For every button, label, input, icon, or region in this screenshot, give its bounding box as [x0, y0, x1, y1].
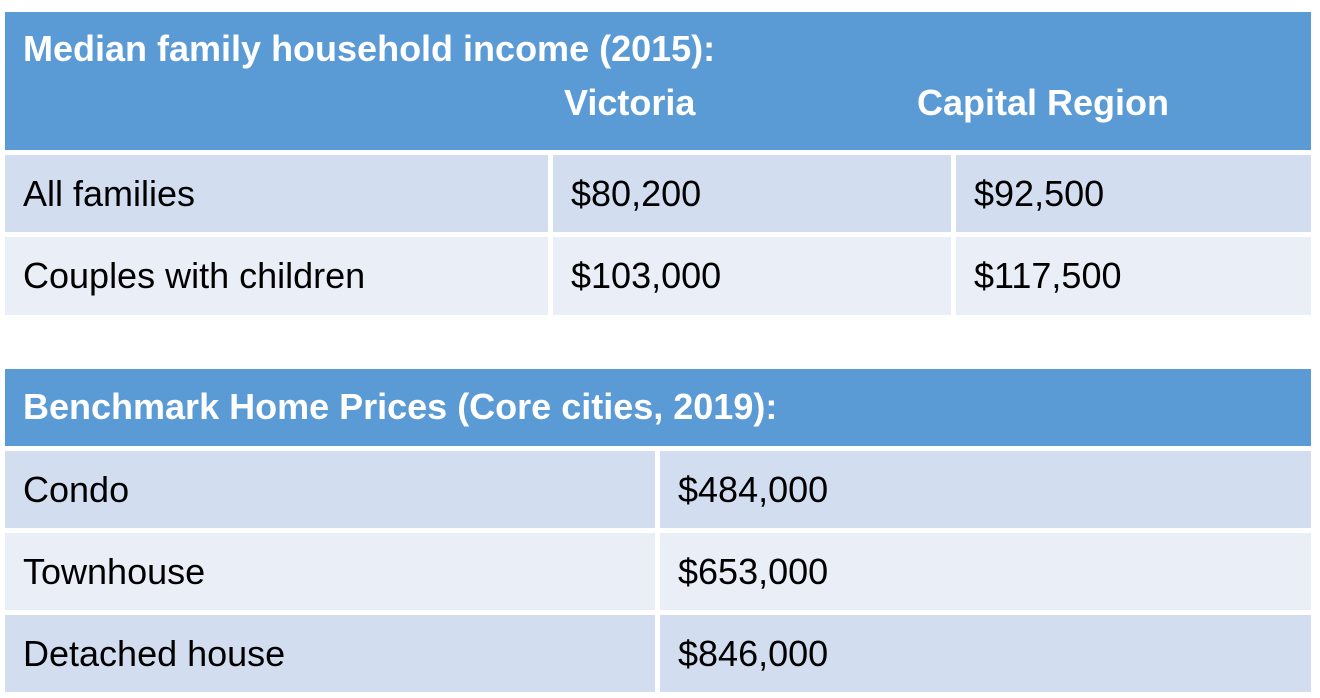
table-row: Condo $484,000 — [5, 451, 1311, 528]
victoria-value: $103,000 — [553, 237, 951, 315]
home-prices-table-title: Benchmark Home Prices (Core cities, 2019… — [23, 386, 778, 427]
price-value: $653,000 — [660, 533, 1311, 610]
price-value: $846,000 — [660, 615, 1311, 692]
column-header-capital-region: Capital Region — [917, 82, 1170, 123]
home-prices-table-header: Benchmark Home Prices (Core cities, 2019… — [5, 369, 1311, 446]
table-row: All families $80,200 $92,500 — [5, 155, 1311, 232]
home-prices-table: Benchmark Home Prices (Core cities, 2019… — [5, 369, 1311, 692]
price-value: $484,000 — [660, 451, 1311, 528]
victoria-value: $80,200 — [553, 155, 951, 232]
income-table: Median family household income (2015): V… — [5, 12, 1311, 315]
row-label: Detached house — [5, 615, 655, 692]
income-table-title: Median family household income (2015): — [23, 28, 716, 69]
capital-region-value: $117,500 — [956, 237, 1311, 315]
capital-region-value: $92,500 — [956, 155, 1311, 232]
row-label: Condo — [5, 451, 655, 528]
income-table-header: Median family household income (2015): V… — [5, 12, 1311, 150]
row-label: Couples with children — [5, 237, 548, 315]
row-label: All families — [5, 155, 548, 232]
row-label: Townhouse — [5, 533, 655, 610]
table-row: Townhouse $653,000 — [5, 533, 1311, 610]
table-row: Detached house $846,000 — [5, 615, 1311, 692]
column-header-victoria: Victoria — [564, 82, 696, 123]
table-row: Couples with children $103,000 $117,500 — [5, 237, 1311, 315]
